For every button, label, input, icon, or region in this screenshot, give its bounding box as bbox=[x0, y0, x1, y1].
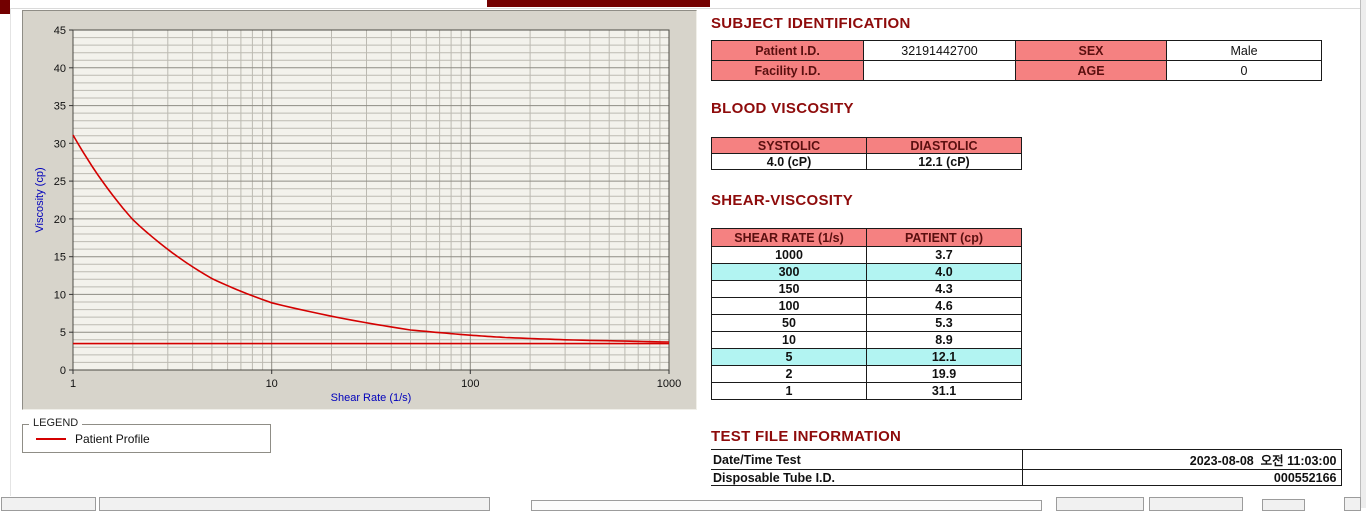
sex-label: SEX bbox=[1015, 40, 1167, 61]
svg-text:10: 10 bbox=[54, 289, 66, 301]
sex-value: Male bbox=[1166, 40, 1322, 61]
blood-viscosity-heading: BLOOD VISCOSITY bbox=[711, 100, 854, 117]
subject-identification-heading: SUBJECT IDENTIFICATION bbox=[711, 15, 911, 32]
shear-rate-cell: 100 bbox=[711, 297, 867, 315]
table-row: 10 8.9 bbox=[711, 331, 1022, 349]
age-value: 0 bbox=[1166, 60, 1322, 81]
legend-series-label: Patient Profile bbox=[75, 431, 150, 446]
diastolic-header: DIASTOLIC bbox=[866, 137, 1022, 154]
panel-left-border bbox=[10, 8, 11, 496]
window-fragment-bottom-5 bbox=[1149, 497, 1243, 511]
svg-text:20: 20 bbox=[54, 214, 66, 226]
age-label: AGE bbox=[1015, 60, 1167, 81]
table-row: Facility I.D. AGE 0 bbox=[711, 60, 1322, 81]
window-edge-right bbox=[1360, 0, 1366, 508]
table-row: 50 5.3 bbox=[711, 314, 1022, 332]
table-header-row: SHEAR RATE (1/s) PATIENT (cp) bbox=[711, 228, 1022, 247]
patient-viscosity-cell: 4.0 bbox=[866, 263, 1022, 281]
shear-rate-cell: 5 bbox=[711, 348, 867, 366]
svg-text:Viscosity (cp): Viscosity (cp) bbox=[34, 167, 46, 232]
viscosity-chart-panel: 0 5 10 15 20 25 30 35 40 45 1 10 100 1000 Viscosity (c… bbox=[22, 10, 697, 410]
window-fragment-top-left bbox=[0, 0, 10, 14]
svg-text:25: 25 bbox=[54, 176, 66, 188]
table-row: 2 19.9 bbox=[711, 365, 1022, 383]
table-row: Date/Time Test 2023-08-08 오전 11:03:00 bbox=[711, 449, 1342, 470]
svg-text:1000: 1000 bbox=[657, 378, 681, 390]
viscosity-chart: 0 5 10 15 20 25 30 35 40 45 1 10 100 1000 Viscosity (c… bbox=[34, 25, 681, 404]
window-fragment-top-bar bbox=[487, 0, 710, 7]
date-time-test-label: Date/Time Test bbox=[711, 449, 1023, 470]
shear-rate-cell: 50 bbox=[711, 314, 867, 332]
shear-rate-cell: 1 bbox=[711, 382, 867, 400]
patient-viscosity-cell: 3.7 bbox=[866, 246, 1022, 264]
svg-text:35: 35 bbox=[54, 101, 66, 113]
svg-text:0: 0 bbox=[60, 365, 66, 377]
patient-viscosity-cell: 31.1 bbox=[866, 382, 1022, 400]
patient-viscosity-cell: 12.1 bbox=[866, 348, 1022, 366]
patient-viscosity-cell: 5.3 bbox=[866, 314, 1022, 332]
facility-id-value bbox=[863, 60, 1016, 81]
table-row: 5 12.1 bbox=[711, 348, 1022, 366]
shear-rate-cell: 150 bbox=[711, 280, 867, 298]
diastolic-value: 12.1 (cP) bbox=[866, 153, 1022, 170]
facility-id-label: Facility I.D. bbox=[711, 60, 864, 81]
svg-text:1: 1 bbox=[70, 378, 76, 390]
test-file-information-heading: TEST FILE INFORMATION bbox=[711, 428, 902, 445]
shear-rate-cell: 10 bbox=[711, 331, 867, 349]
shear-rate-header: SHEAR RATE (1/s) bbox=[711, 228, 867, 247]
table-row: SYSTOLIC DIASTOLIC bbox=[711, 137, 1022, 154]
table-row: 4.0 (cP) 12.1 (cP) bbox=[711, 153, 1022, 170]
systolic-header: SYSTOLIC bbox=[711, 137, 867, 154]
svg-text:30: 30 bbox=[54, 138, 66, 150]
table-row: Disposable Tube I.D. 000552166 bbox=[711, 469, 1342, 486]
svg-text:40: 40 bbox=[54, 63, 66, 75]
table-row: Patient I.D. 32191442700 SEX Male bbox=[711, 40, 1322, 61]
table-row: 1 31.1 bbox=[711, 382, 1022, 400]
patient-viscosity-cell: 19.9 bbox=[866, 365, 1022, 383]
shear-viscosity-table: SHEAR RATE (1/s) PATIENT (cp) 1000 3.7 30… bbox=[711, 228, 1022, 400]
subject-identification-table: Patient I.D. 32191442700 SEX Male Facili… bbox=[711, 40, 1322, 81]
date-time-test-value: 2023-08-08 오전 11:03:00 bbox=[1021, 449, 1342, 470]
panel-top-border bbox=[10, 8, 1360, 9]
patient-viscosity-cell: 4.6 bbox=[866, 297, 1022, 315]
window-fragment-bottom-2 bbox=[99, 497, 490, 511]
patient-viscosity-cell: 8.9 bbox=[866, 331, 1022, 349]
table-row: 1000 3.7 bbox=[711, 246, 1022, 264]
shear-viscosity-heading: SHEAR-VISCOSITY bbox=[711, 192, 854, 209]
svg-text:15: 15 bbox=[54, 252, 66, 264]
patient-viscosity-cell: 4.3 bbox=[866, 280, 1022, 298]
legend-group: LEGEND Patient Profile bbox=[22, 417, 271, 453]
table-row: 300 4.0 bbox=[711, 263, 1022, 281]
window-fragment-bottom-4 bbox=[1056, 497, 1144, 511]
shear-rate-cell: 2 bbox=[711, 365, 867, 383]
patient-cp-header: PATIENT (cp) bbox=[866, 228, 1022, 247]
patient-id-value: 32191442700 bbox=[863, 40, 1016, 61]
window-fragment-bottom-1 bbox=[1, 497, 96, 511]
disposable-tube-id-value: 000552166 bbox=[1021, 469, 1342, 486]
svg-text:100: 100 bbox=[461, 378, 479, 390]
shear-rate-cell: 300 bbox=[711, 263, 867, 281]
blood-viscosity-table: SYSTOLIC DIASTOLIC 4.0 (cP) 12.1 (cP) bbox=[711, 137, 1022, 170]
shear-rate-cell: 1000 bbox=[711, 246, 867, 264]
table-row: 100 4.6 bbox=[711, 297, 1022, 315]
test-file-information-table: Date/Time Test 2023-08-08 오전 11:03:00 Di… bbox=[711, 449, 1342, 486]
systolic-value: 4.0 (cP) bbox=[711, 153, 867, 170]
window-fragment-bottom-6 bbox=[1262, 499, 1305, 511]
svg-text:10: 10 bbox=[266, 378, 278, 390]
svg-text:Shear Rate (1/s): Shear Rate (1/s) bbox=[331, 392, 412, 404]
svg-text:45: 45 bbox=[54, 25, 66, 37]
legend-title: LEGEND bbox=[29, 417, 83, 429]
patient-id-label: Patient I.D. bbox=[711, 40, 864, 61]
table-row: 150 4.3 bbox=[711, 280, 1022, 298]
window-fragment-bottom-7 bbox=[1344, 497, 1361, 511]
disposable-tube-id-label: Disposable Tube I.D. bbox=[711, 469, 1023, 486]
patient-profile-line-sample bbox=[36, 437, 66, 440]
window-fragment-bottom-3 bbox=[531, 500, 1042, 511]
svg-text:5: 5 bbox=[60, 327, 66, 339]
